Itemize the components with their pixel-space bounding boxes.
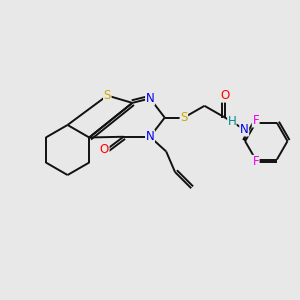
Text: F: F (252, 114, 259, 127)
Text: F: F (252, 155, 259, 168)
Text: S: S (180, 111, 188, 124)
Text: N: N (240, 123, 249, 136)
Text: O: O (220, 89, 230, 102)
Text: H: H (227, 115, 236, 128)
Text: N: N (146, 92, 154, 105)
Text: O: O (100, 143, 109, 157)
Text: N: N (146, 130, 154, 143)
Text: S: S (103, 89, 111, 102)
